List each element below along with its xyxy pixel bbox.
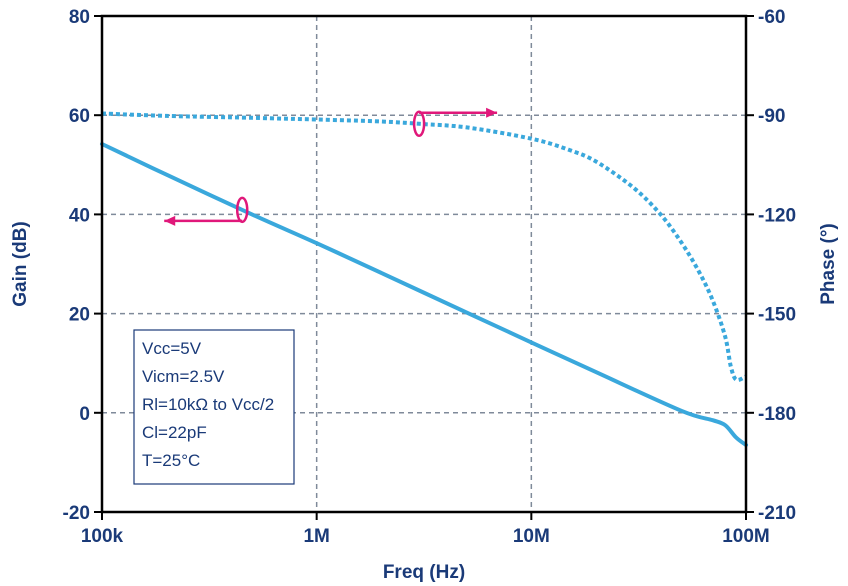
conditions-line: Rl=10kΩ to Vcc/2: [142, 395, 274, 414]
y2-tick-label: -180: [758, 404, 796, 425]
y-axis-title: Gain (dB): [10, 221, 31, 307]
y-tick-label: 40: [69, 205, 90, 226]
series-layer: [100, 111, 748, 447]
marker-layer: [164, 107, 498, 226]
phase-curve: [101, 111, 747, 383]
x-tick-label: 100k: [81, 526, 124, 547]
y-tick-label: 20: [69, 305, 90, 326]
y2-tick-label: -120: [758, 205, 796, 226]
y2-axis-title: Phase (°): [818, 223, 839, 305]
y-tick-label: 0: [79, 404, 90, 425]
tick-labels: 100k 1M 10M 100M 80 60 40 20 0 -20 -60 -90 -120 -150 -…: [63, 7, 797, 547]
x-tick-label: 10M: [513, 526, 550, 547]
conditions-line: T=25°C: [142, 451, 200, 470]
plot-frame: [100, 14, 748, 514]
x-axis-title: Freq (Hz): [383, 562, 465, 583]
y2-tick-label: -60: [758, 7, 785, 28]
y-tick-label: 60: [69, 106, 90, 127]
conditions-box: Vcc=5V Vicm=2.5V Rl=10kΩ to Vcc/2 Cl=22pF T=…: [133, 329, 295, 485]
y2-tick-label: -210: [758, 503, 796, 524]
y2-tick-label: -90: [758, 106, 785, 127]
conditions-line: Vicm=2.5V: [142, 367, 225, 386]
conditions-line: Cl=22pF: [142, 423, 207, 442]
grid-lines: [102, 16, 746, 512]
y-tick-label: 80: [69, 7, 90, 28]
series-marker-arrowhead: [486, 107, 498, 118]
y2-tick-label: -150: [758, 305, 796, 326]
y-tick-label: -20: [63, 503, 90, 524]
x-tick-label: 100M: [722, 526, 770, 547]
series-marker-arrowhead: [164, 215, 176, 226]
conditions-box-frame: [133, 329, 295, 485]
conditions-line: Vcc=5V: [142, 339, 202, 358]
gain-curve: [100, 142, 748, 447]
x-tick-label: 1M: [303, 526, 329, 547]
